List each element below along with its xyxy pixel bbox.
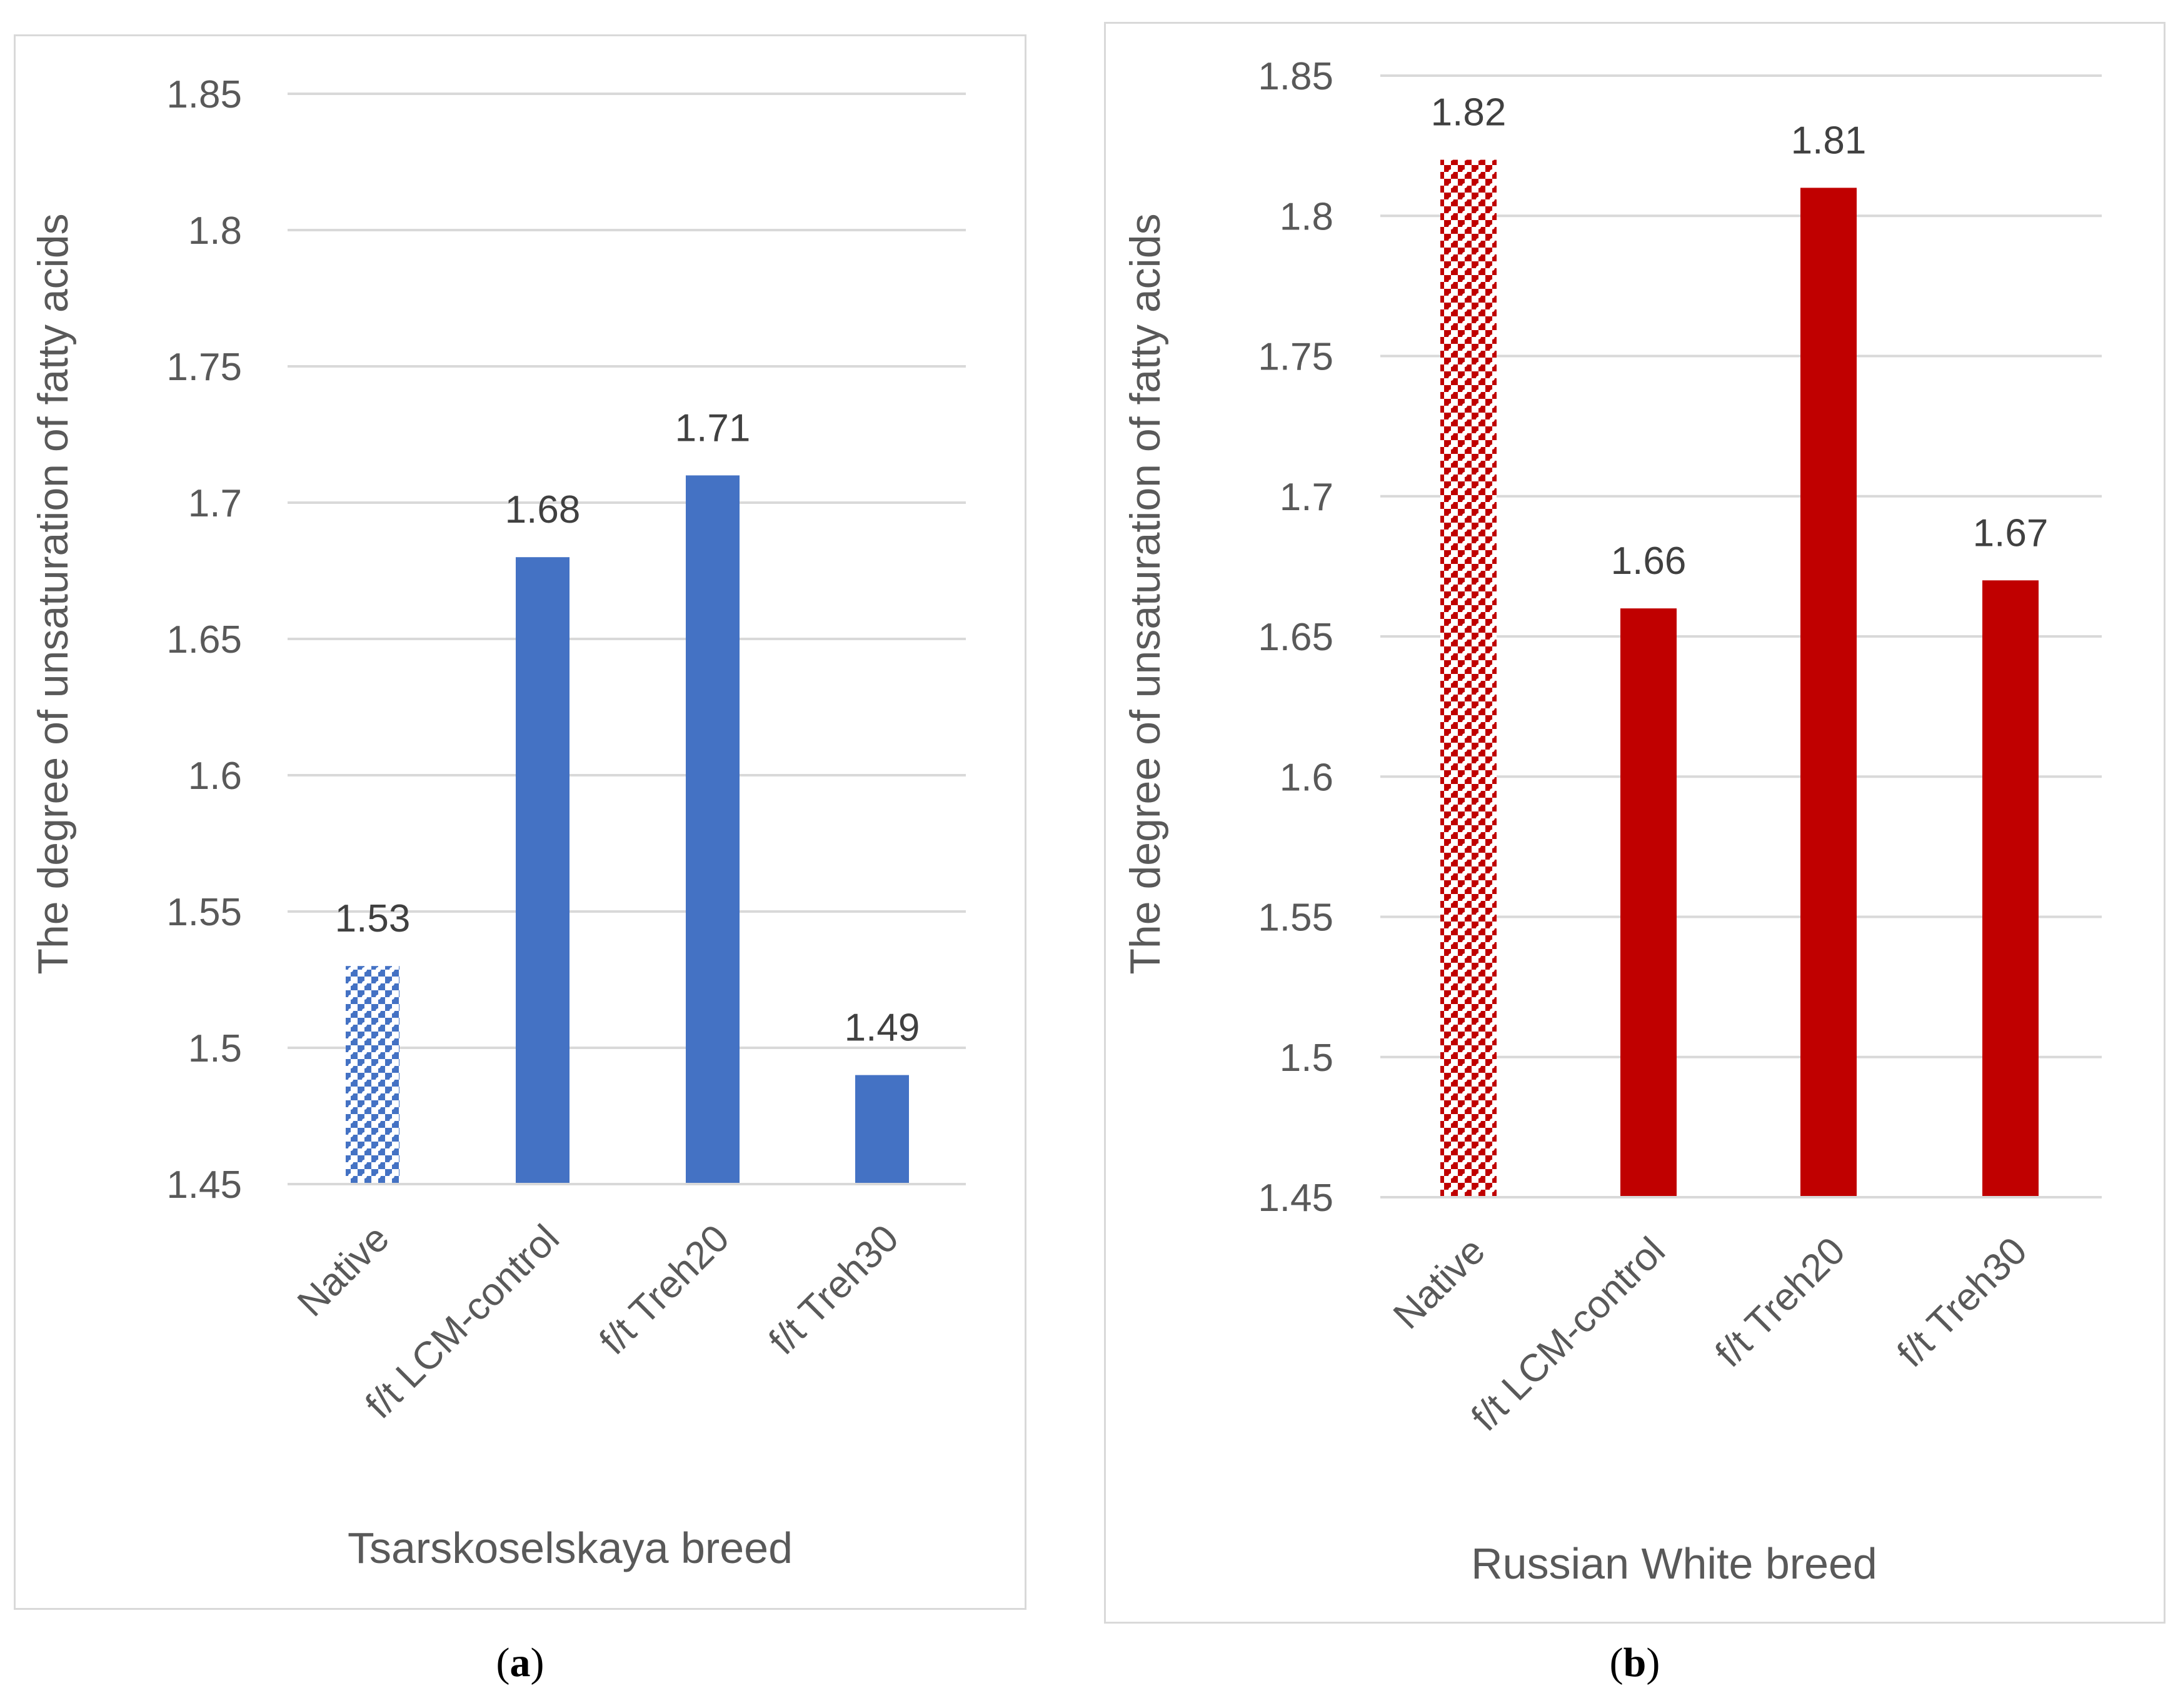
- panel-label-a-letter: a: [509, 1640, 531, 1685]
- chart-a-ytick-label: 1.8: [188, 209, 242, 253]
- chart-b-category-label: Native: [1385, 1229, 1493, 1337]
- chart-a-category-label: Native: [289, 1217, 398, 1325]
- chart-a-ytick-label: 1.7: [188, 482, 242, 525]
- chart-b-ytick-label: 1.85: [1258, 55, 1333, 98]
- chart-a-ytick-label: 1.85: [166, 73, 242, 116]
- chart-a-data-label: 1.53: [335, 897, 411, 940]
- chart-b-bar: [1982, 580, 2039, 1197]
- chart-b-ytick-label: 1.5: [1280, 1037, 1333, 1080]
- chart-b-bar: [1620, 608, 1677, 1197]
- chart-a-category-label: f/t Treh30: [761, 1217, 907, 1363]
- chart-a-ytick-label: 1.6: [188, 755, 242, 798]
- chart-a-ylabel: The degree of unsaturation of fatty acid…: [29, 213, 77, 974]
- chart-b-category-label: f/t Treh30: [1889, 1229, 2035, 1375]
- chart-b-data-label: 1.67: [1973, 511, 2049, 555]
- chart-a-data-label: 1.49: [845, 1007, 920, 1050]
- panel-label-a: (a): [496, 1640, 545, 1685]
- chart-a-bar: [855, 1075, 909, 1184]
- panel-label-b: (b): [1609, 1640, 1660, 1685]
- chart-a-xlabel: Tsarskoselskaya breed: [348, 1524, 793, 1572]
- chart-b-data-label: 1.81: [1791, 119, 1867, 162]
- chart-a-bar: [686, 475, 740, 1184]
- chart-a-bar: [346, 966, 399, 1184]
- panel-label-b-letter: b: [1623, 1640, 1647, 1685]
- chart-b-ytick-label: 1.8: [1280, 195, 1333, 238]
- chart-b-ytick-label: 1.7: [1280, 476, 1333, 519]
- chart-a-ytick-label: 1.45: [166, 1163, 242, 1207]
- chart-b-xlabel: Russian White breed: [1471, 1539, 1877, 1588]
- chart-a-ytick-label: 1.5: [188, 1027, 242, 1070]
- chart-b-ytick-label: 1.55: [1258, 897, 1333, 940]
- chart-b-ytick-label: 1.75: [1258, 336, 1333, 379]
- chart-b-data-label: 1.82: [1431, 91, 1507, 134]
- chart-b-bar: [1800, 188, 1857, 1197]
- chart-b-category-label: f/t Treh20: [1707, 1229, 1854, 1375]
- chart-b-ytick-label: 1.45: [1258, 1177, 1333, 1220]
- chart-b-category-label: f/t LCM-control: [1463, 1229, 1674, 1439]
- chart-a-category-label: f/t Treh20: [591, 1217, 738, 1363]
- chart-b-ylabel: The degree of unsaturation of fatty acid…: [1122, 213, 1169, 974]
- chart-a-data-label: 1.71: [675, 406, 751, 450]
- chart-a-data-label: 1.68: [505, 488, 581, 531]
- chart-a-bar: [516, 557, 570, 1184]
- chart-b-bar: [1440, 159, 1497, 1197]
- chart-b-data-label: 1.66: [1611, 540, 1687, 583]
- chart-b-ytick-label: 1.65: [1258, 616, 1333, 659]
- chart-a-ytick-label: 1.75: [166, 346, 242, 389]
- chart-a-ytick-label: 1.65: [166, 618, 242, 661]
- chart-a-ytick-label: 1.55: [166, 891, 242, 934]
- chart-b-ytick-label: 1.6: [1280, 756, 1333, 799]
